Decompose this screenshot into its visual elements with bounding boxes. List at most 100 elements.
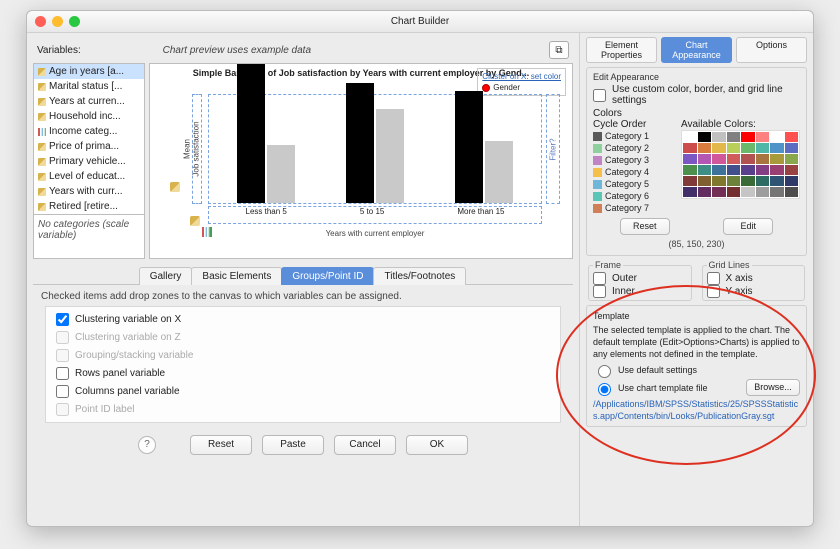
template-file-radio[interactable]: Use chart template file [593, 380, 742, 396]
palette-swatch[interactable] [683, 187, 697, 197]
palette-swatch[interactable] [741, 165, 755, 175]
palette-swatch[interactable] [712, 143, 726, 153]
palette-swatch[interactable] [698, 187, 712, 197]
paste-button[interactable]: Paste [262, 435, 324, 455]
option-checkbox[interactable]: Rows panel variable [56, 367, 550, 380]
cycle-item[interactable]: Category 3 [593, 154, 677, 166]
variable-item[interactable]: Price of prima... [34, 139, 144, 154]
cycle-item[interactable]: Category 4 [593, 166, 677, 178]
variable-item[interactable]: Retired [retire... [34, 199, 144, 214]
palette-swatch[interactable] [741, 176, 755, 186]
palette-swatch[interactable] [712, 165, 726, 175]
palette-swatch[interactable] [770, 154, 784, 164]
palette-swatch[interactable] [712, 187, 726, 197]
cycle-item[interactable]: Category 1 [593, 130, 677, 142]
palette-swatch[interactable] [756, 154, 770, 164]
template-default-radio[interactable]: Use default settings [593, 362, 800, 378]
palette-swatch[interactable] [785, 143, 799, 153]
palette-swatch[interactable] [770, 187, 784, 197]
tab-groups-point-id[interactable]: Groups/Point ID [281, 267, 374, 285]
variable-item[interactable]: Level of educat... [34, 169, 144, 184]
palette-swatch[interactable] [683, 154, 697, 164]
help-button[interactable]: ? [138, 436, 156, 454]
palette-swatch[interactable] [727, 132, 741, 142]
palette-swatch[interactable] [785, 176, 799, 186]
cancel-button[interactable]: Cancel [334, 435, 396, 455]
variable-item[interactable]: Age in years [a... [34, 64, 144, 79]
y-drop-zone[interactable] [192, 94, 202, 204]
palette-swatch[interactable] [785, 132, 799, 142]
palette-swatch[interactable] [698, 165, 712, 175]
color-palette[interactable] [681, 130, 800, 199]
palette-swatch[interactable] [683, 132, 697, 142]
grid-x-checkbox[interactable]: X axis [707, 272, 801, 285]
cycle-order-list[interactable]: Category 1Category 2Category 3Category 4… [593, 130, 677, 214]
variable-item[interactable]: Marital status [... [34, 79, 144, 94]
grid-y-checkbox[interactable]: Y axis [707, 285, 801, 298]
bar[interactable] [485, 141, 513, 203]
palette-swatch[interactable] [785, 165, 799, 175]
bar[interactable] [237, 63, 265, 203]
cycle-item[interactable]: Category 2 [593, 142, 677, 154]
option-checkbox[interactable]: Clustering variable on X [56, 313, 550, 326]
variable-item[interactable]: Primary vehicle... [34, 154, 144, 169]
minimize-icon[interactable] [52, 16, 63, 27]
frame-inner-checkbox[interactable]: Inner [593, 285, 687, 298]
custom-color-checkbox[interactable]: Use custom color, border, and grid line … [593, 84, 800, 106]
right-tab-options[interactable]: Options [736, 37, 807, 63]
palette-swatch[interactable] [698, 154, 712, 164]
palette-swatch[interactable] [727, 154, 741, 164]
palette-swatch[interactable] [727, 187, 741, 197]
close-icon[interactable] [35, 16, 46, 27]
palette-swatch[interactable] [741, 187, 755, 197]
frame-outer-checkbox[interactable]: Outer [593, 272, 687, 285]
palette-swatch[interactable] [741, 143, 755, 153]
palette-swatch[interactable] [712, 132, 726, 142]
palette-swatch[interactable] [683, 143, 697, 153]
expand-icon[interactable]: ⧉ [549, 41, 569, 59]
palette-swatch[interactable] [712, 154, 726, 164]
filter-drop-zone[interactable]: Filter? [546, 94, 560, 204]
cycle-item[interactable]: Category 5 [593, 178, 677, 190]
palette-swatch[interactable] [756, 143, 770, 153]
palette-swatch[interactable] [756, 176, 770, 186]
palette-swatch[interactable] [727, 143, 741, 153]
tab-basic-elements[interactable]: Basic Elements [191, 267, 282, 285]
palette-swatch[interactable] [698, 176, 712, 186]
palette-swatch[interactable] [683, 165, 697, 175]
variable-item[interactable]: Years with curr... [34, 184, 144, 199]
tab-titles-footnotes[interactable]: Titles/Footnotes [373, 267, 466, 285]
palette-swatch[interactable] [785, 154, 799, 164]
right-tab-chart-appearance[interactable]: Chart Appearance [661, 37, 732, 63]
palette-swatch[interactable] [741, 154, 755, 164]
palette-swatch[interactable] [683, 176, 697, 186]
variables-list[interactable]: Age in years [a...Marital status [...Yea… [34, 64, 144, 214]
variable-item[interactable]: Income categ... [34, 124, 144, 139]
bar[interactable] [267, 145, 295, 203]
bar[interactable] [376, 109, 404, 203]
palette-swatch[interactable] [756, 187, 770, 197]
ok-button[interactable]: OK [406, 435, 468, 455]
option-checkbox[interactable]: Columns panel variable [56, 385, 550, 398]
tab-gallery[interactable]: Gallery [139, 267, 193, 285]
palette-swatch[interactable] [727, 176, 741, 186]
chart-canvas[interactable]: Simple Bar Mean of Job satisfaction by Y… [149, 63, 573, 259]
zoom-icon[interactable] [69, 16, 80, 27]
legend-link[interactable]: Cluster on X: set color [482, 71, 561, 82]
palette-swatch[interactable] [756, 132, 770, 142]
cycle-item[interactable]: Category 6 [593, 190, 677, 202]
palette-swatch[interactable] [756, 165, 770, 175]
palette-swatch[interactable] [727, 165, 741, 175]
palette-swatch[interactable] [770, 143, 784, 153]
variable-item[interactable]: Years at curren... [34, 94, 144, 109]
x-drop-zone[interactable]: Less than 55 to 15More than 15 [208, 206, 542, 224]
palette-swatch[interactable] [741, 132, 755, 142]
reset-button[interactable]: Reset [190, 435, 252, 455]
palette-swatch[interactable] [770, 165, 784, 175]
colors-edit-button[interactable]: Edit [723, 218, 773, 235]
palette-swatch[interactable] [770, 176, 784, 186]
plot-area[interactable] [208, 94, 542, 204]
browse-button[interactable]: Browse... [746, 379, 800, 396]
palette-swatch[interactable] [698, 132, 712, 142]
bar[interactable] [455, 91, 483, 203]
